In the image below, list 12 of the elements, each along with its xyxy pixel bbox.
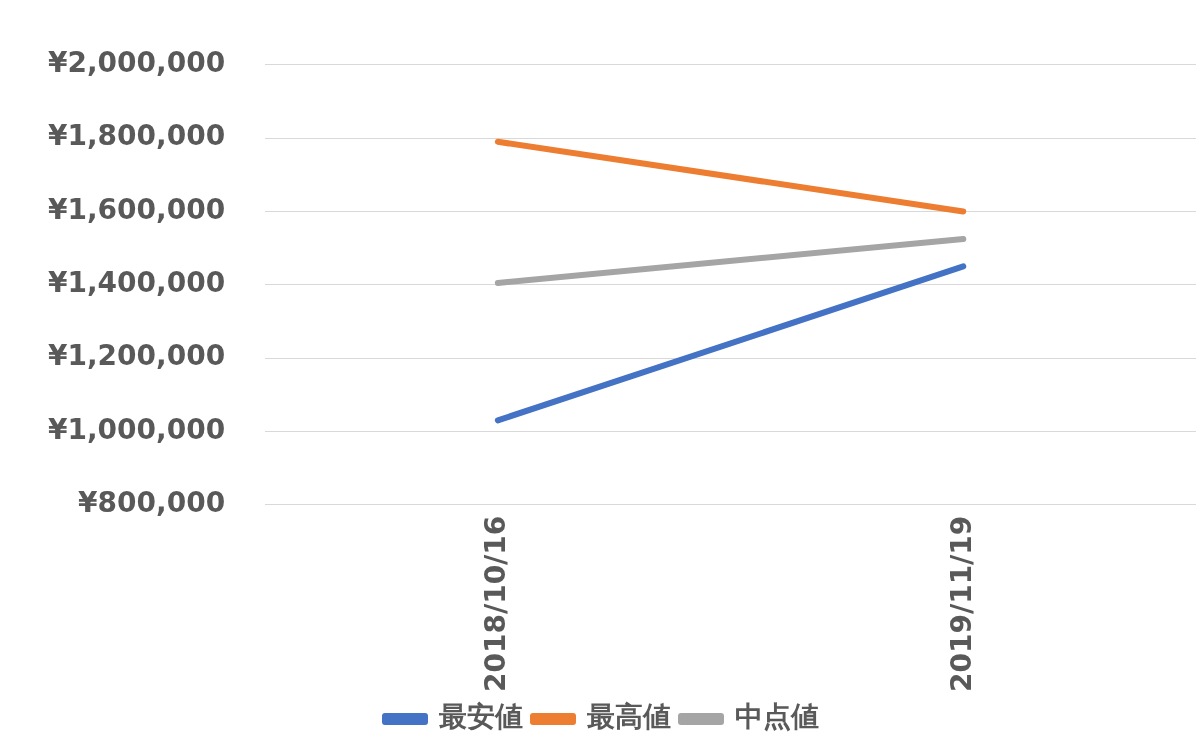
y-tick-label: ¥1,200,000 [47,339,226,373]
y-tick-label: ¥800,000 [78,485,226,519]
legend-label: 最安値 [438,700,523,734]
x-tick-label: 2018/10/16 [479,515,513,692]
x-tick-label: 2019/11/19 [944,515,978,692]
legend-label: 最高値 [586,700,671,734]
y-tick-label: ¥1,400,000 [47,266,226,300]
y-tick-label: ¥1,000,000 [47,412,226,446]
y-tick-label: ¥1,800,000 [47,119,226,153]
legend-label: 中点値 [735,700,819,734]
y-tick-label: ¥1,600,000 [47,192,226,226]
y-tick-label: ¥2,000,000 [47,46,226,80]
